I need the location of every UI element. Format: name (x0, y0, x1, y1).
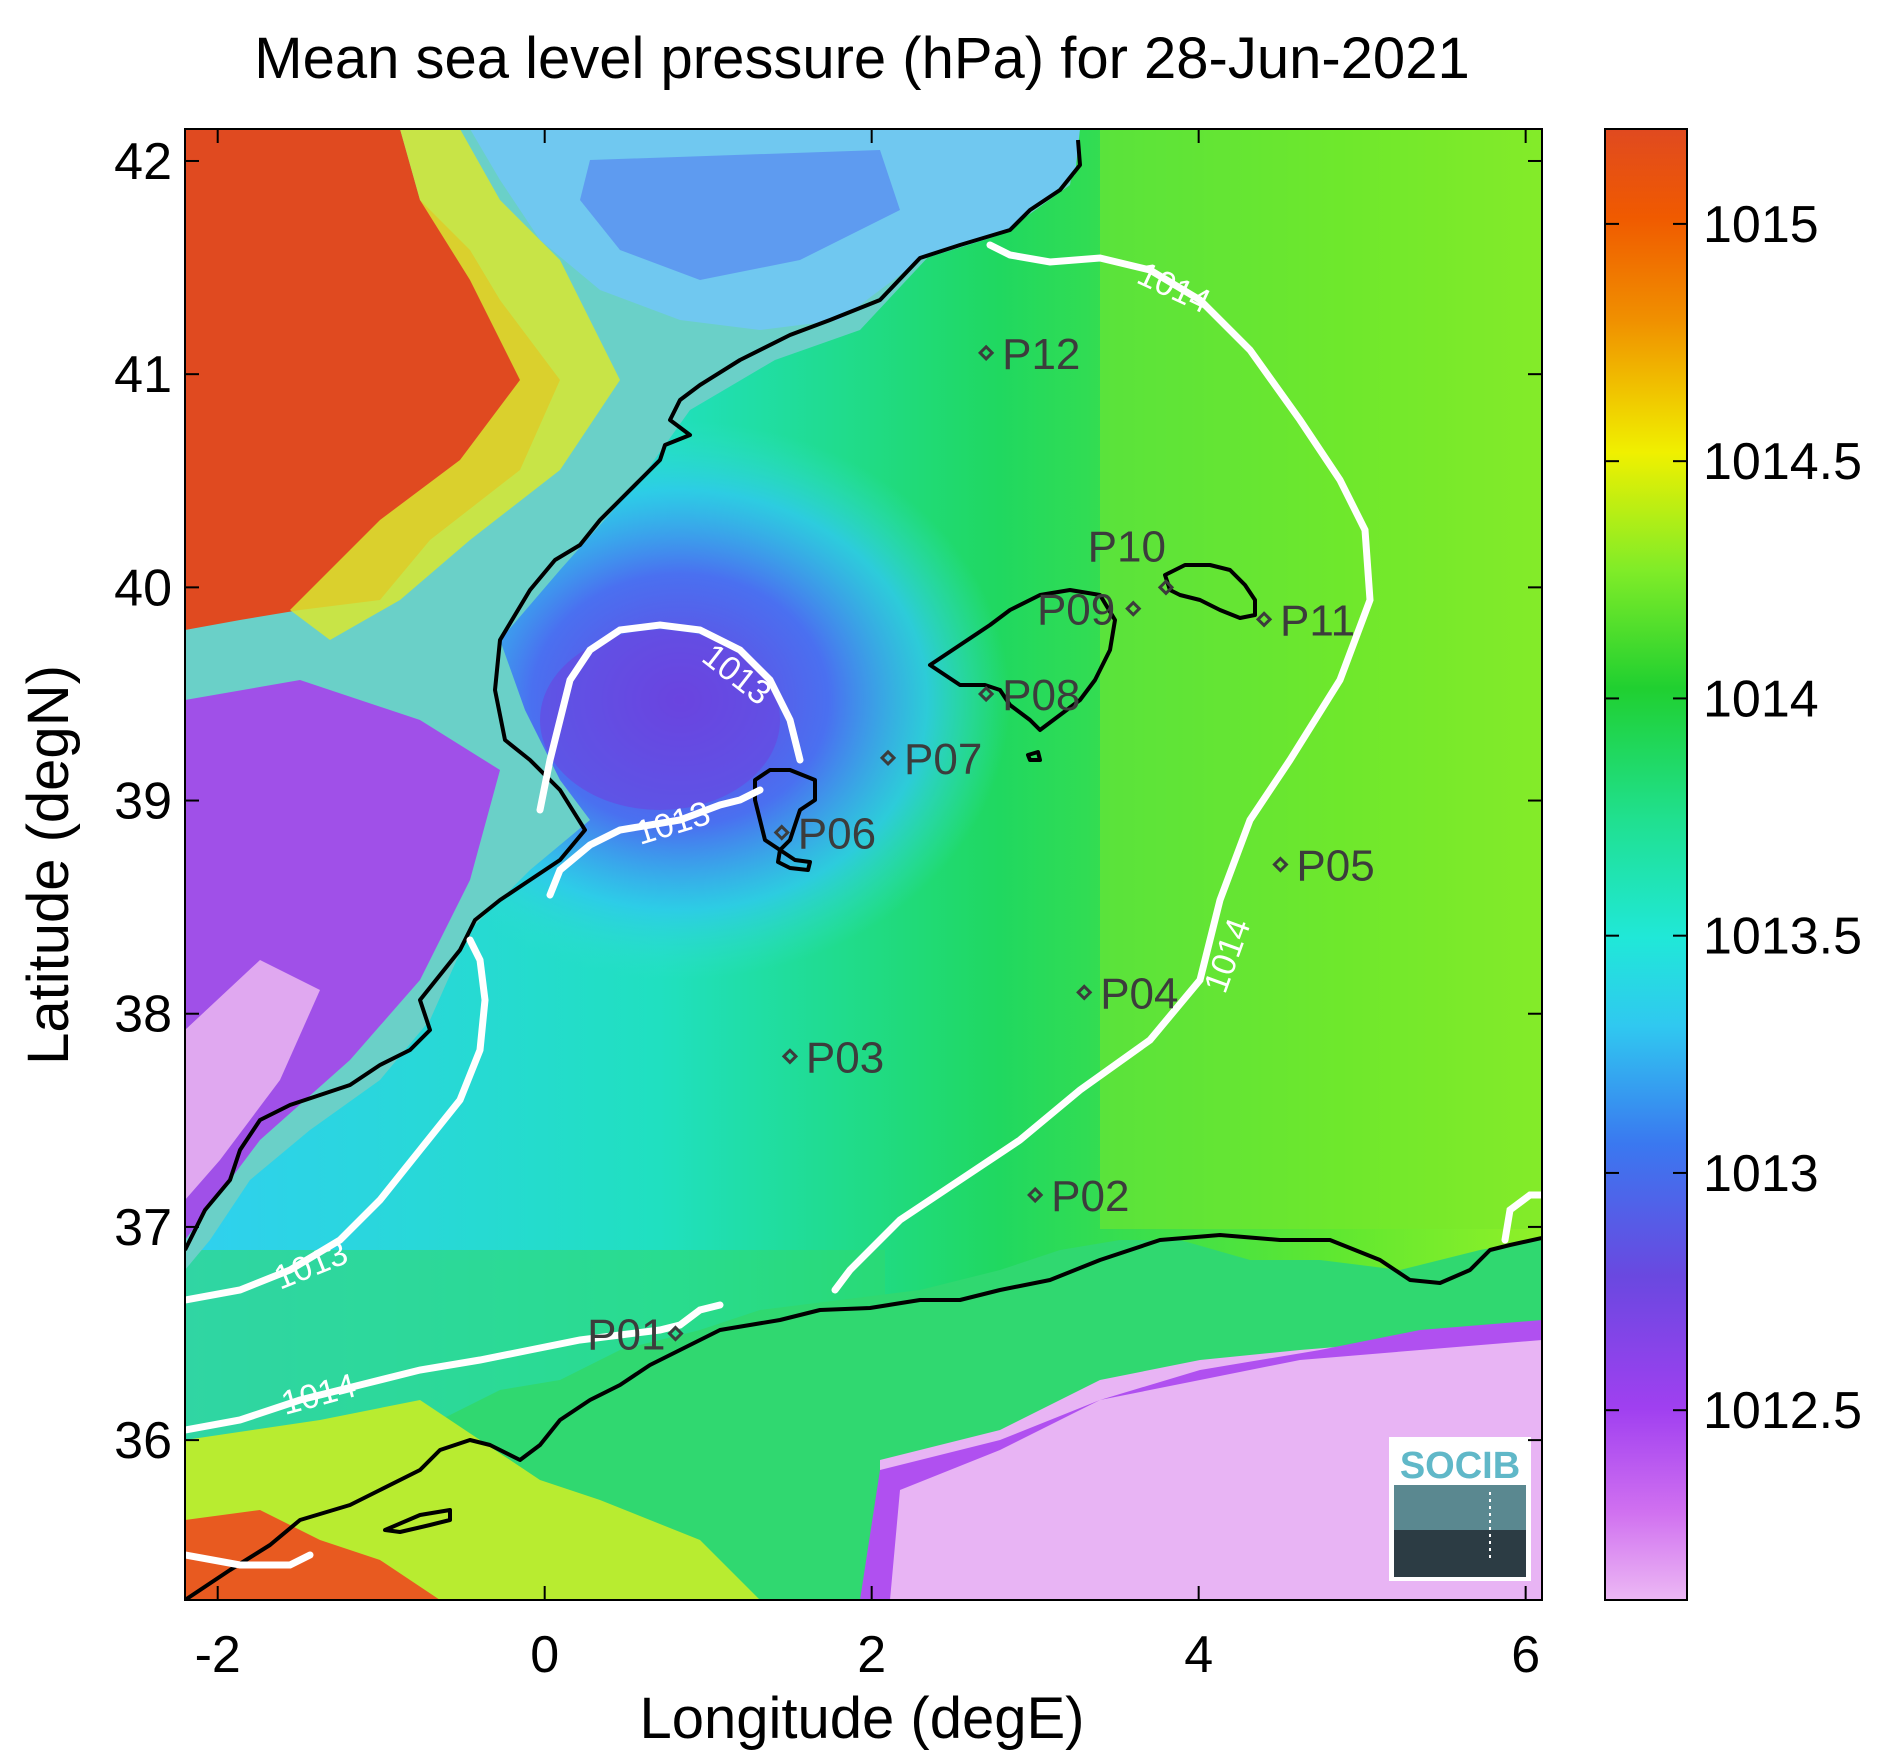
station-marker-p11 (1255, 611, 1273, 628)
colorbar: 1015 1014.5 1014 1013.5 1013 1012.5 (1604, 128, 1862, 1601)
colorbar-tick-label: 1015 (1703, 196, 1819, 254)
contour-1013-low (536, 621, 804, 814)
catalonia-blue (580, 150, 900, 280)
menorca-coastline (1163, 563, 1257, 620)
station-marker-p05 (1272, 856, 1289, 873)
y-tick-label: 37 (114, 1199, 172, 1257)
plot-border (184, 128, 1543, 1601)
east-field (1100, 129, 1542, 1229)
colorbar-ticks: 1015 1014.5 1014 1013.5 1013 1012.5 (1605, 196, 1862, 1440)
station-label-p08: P08 (1002, 671, 1080, 720)
contour-1014-east (1501, 1191, 1542, 1244)
station-marker-p03 (781, 1048, 799, 1065)
station-label-p01: P01 (587, 1311, 665, 1360)
station-marker-p07 (879, 749, 897, 767)
colorbar-tick-label: 1013 (1703, 1145, 1819, 1203)
x-tick-label: -2 (195, 1626, 241, 1684)
formentera-coastline (776, 848, 812, 872)
ibiza-coastline (753, 768, 817, 852)
y-tick-label: 40 (114, 559, 172, 617)
station-label-p09: P09 (1037, 586, 1115, 635)
coastlines (185, 139, 1542, 1600)
colorbar-tick-label: 1013.5 (1703, 908, 1862, 966)
station-marker-p01 (667, 1325, 684, 1342)
socib-logo: SOCIB (1389, 1437, 1531, 1581)
station-label-p11: P11 (1280, 596, 1355, 645)
station-marker-p06 (773, 824, 790, 841)
colorbar-gradient (1604, 128, 1688, 1601)
y-axis-label: Latitude (degN) (16, 665, 81, 1065)
station-label-p04: P04 (1100, 969, 1178, 1018)
station-label-p07: P07 (904, 735, 982, 784)
map-title: Mean sea level pressure (hPa) for 28-Jun… (254, 26, 1469, 91)
x-axis-label: Longitude (degE) (640, 1686, 1085, 1751)
map-plot-area: 1014 1013 1013 1013 1014 1014 P01P02P03P… (185, 129, 1542, 1600)
x-tick-label: 4 (1184, 1626, 1213, 1684)
mallorca-coastline (928, 588, 1117, 732)
x-axis: -2 0 2 4 6 (195, 129, 1540, 1684)
station-marker-p10 (1157, 579, 1175, 596)
station-label-p06: P06 (798, 810, 876, 859)
africa-purple-fringe (860, 1320, 1542, 1600)
station-label-p02: P02 (1051, 1172, 1129, 1221)
logo-text: SOCIB (1400, 1445, 1520, 1487)
station-marker-p04 (1076, 984, 1093, 1001)
low-pressure-inner (540, 630, 780, 810)
contour-1014-africa (185, 1551, 314, 1569)
contour-1014-north (831, 241, 1374, 1294)
station-label-p03: P03 (806, 1033, 884, 1082)
contour-1013-west (185, 936, 489, 1304)
station-label-p12: P12 (1002, 330, 1080, 379)
contour-1013-south (546, 786, 764, 899)
africa-coastline (185, 1233, 1542, 1600)
cabrera-island (1026, 750, 1042, 762)
station-marker-p12 (977, 344, 995, 361)
colorbar-tick-label: 1014.5 (1703, 433, 1862, 491)
iberia-lilac-region (185, 960, 320, 1200)
colorbar-tick-label: 1014 (1703, 670, 1819, 728)
x-tick-label: 2 (857, 1626, 886, 1684)
y-tick-label: 39 (114, 773, 172, 831)
station-markers: P01 P02 P03 P04 P05 P06 P07 P08 P09 P10 P11 P12 (587, 330, 1375, 1360)
alboran-island (383, 1508, 452, 1534)
y-tick-label: 41 (114, 346, 172, 404)
y-axis: 42 41 40 39 38 37 36 (114, 133, 1542, 1470)
y-tick-label: 42 (114, 133, 172, 191)
iberia-yellow-band (290, 129, 620, 640)
station-label-p10: P10 (1088, 522, 1166, 571)
station-marker-p09 (1125, 600, 1142, 617)
y-tick-label: 38 (114, 986, 172, 1044)
contour-1014-south (185, 1301, 724, 1434)
colorbar-tick-label: 1012.5 (1703, 1382, 1862, 1440)
station-marker-p08 (977, 685, 995, 703)
x-tick-label: 0 (530, 1626, 559, 1684)
africa-lilac (880, 1340, 1542, 1600)
contour-lines (185, 241, 1542, 1569)
iberia-coastline (185, 139, 1082, 1251)
station-label-p05: P05 (1296, 842, 1374, 891)
x-tick-label: 6 (1511, 1626, 1540, 1684)
station-marker-p02 (1027, 1186, 1044, 1204)
y-tick-label: 36 (114, 1412, 172, 1470)
